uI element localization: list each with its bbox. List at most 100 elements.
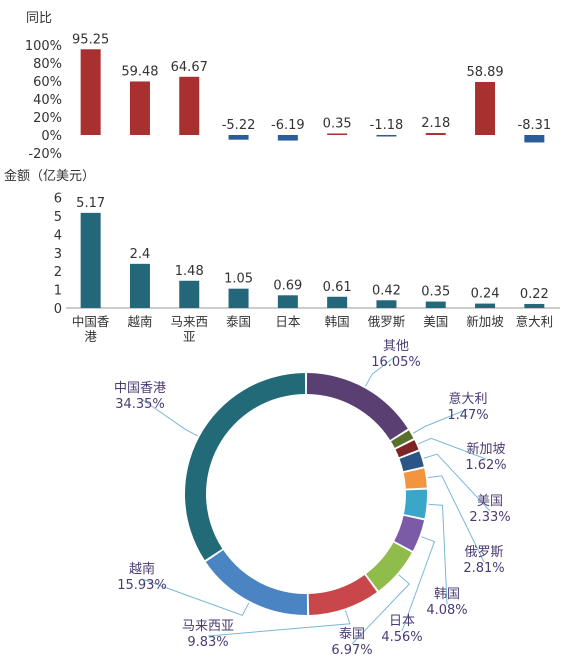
donut-percent-label: 6.97% <box>331 643 372 658</box>
category-tick-label: 越南 <box>127 314 152 329</box>
donut-leader-line <box>428 503 448 605</box>
amount-value-label: 0.24 <box>471 287 500 302</box>
donut-percent-label: 1.62% <box>465 458 506 473</box>
yoy-y-tick-label: 40% <box>33 93 62 108</box>
donut-leader-line <box>401 536 436 632</box>
donut-percent-label: 34.35% <box>115 397 165 412</box>
amount-chart: 金额（亿美元） 6 5 4 3 2 1 0 5.17 中国香港 2.4 越南 1.48 马来西亚 1.05 泰… <box>4 168 560 344</box>
amount-value-label: 0.35 <box>421 285 450 300</box>
amount-bar <box>179 280 200 308</box>
donut-percent-label: 15.93% <box>117 578 167 593</box>
yoy-value-label: 58.89 <box>466 65 503 80</box>
amount-y-tick-label: 3 <box>54 247 62 262</box>
donut-slice <box>399 451 424 472</box>
amount-y-tick-label: 6 <box>54 192 62 207</box>
donut-percent-label: 16.05% <box>371 355 421 370</box>
yoy-value-label: 0.35 <box>323 117 352 132</box>
yoy-value-label: -5.22 <box>222 118 256 133</box>
yoy-value-label: 59.48 <box>121 64 158 79</box>
yoy-y-tick-label: 60% <box>33 75 62 90</box>
donut-category-label: 意大利 <box>448 391 487 407</box>
donut-slice <box>391 430 414 448</box>
category-tick-label: 美国 <box>423 314 448 329</box>
amount-bar <box>376 300 397 308</box>
amount-value-label: 1.48 <box>175 264 204 279</box>
category-tick-label: 马来西 <box>170 314 208 329</box>
donut-slice <box>366 542 412 591</box>
amount-y-tick-label: 0 <box>54 302 62 317</box>
yoy-chart: 同比 100% 80% 60% 40% 20% 0% -20% 95.25 59.48 64.67 -… <box>25 11 551 162</box>
donut-category-label: 新加坡 <box>466 441 505 457</box>
donut-leader-line <box>207 610 351 637</box>
donut-slice <box>306 373 408 440</box>
amount-bar <box>80 212 101 308</box>
yoy-bar <box>475 81 496 135</box>
yoy-value-label: 64.67 <box>171 60 208 75</box>
amount-value-label: 2.4 <box>130 247 151 262</box>
donut-category-label: 其他 <box>383 339 409 354</box>
category-tick-label: 亚 <box>183 329 196 344</box>
yoy-y-tick-label: 80% <box>33 57 62 72</box>
donut-slice <box>205 550 308 615</box>
category-tick-label: 日本 <box>275 314 301 329</box>
category-tick-label: 泰国 <box>226 314 251 329</box>
donut-leader-line <box>139 397 198 437</box>
amount-bar <box>425 301 446 308</box>
yoy-bar <box>277 135 298 141</box>
donut-category-label: 美国 <box>477 494 503 509</box>
yoy-y-tick-label: 20% <box>33 111 62 126</box>
donut-percent-label: 2.33% <box>469 510 510 525</box>
yoy-y-tick-label: -20% <box>28 147 62 162</box>
donut-leader-line <box>423 453 491 512</box>
donut-percent-label: 9.83% <box>187 635 228 650</box>
amount-value-label: 5.17 <box>76 196 105 211</box>
category-tick-label: 韩国 <box>325 314 350 329</box>
donut-slice <box>395 440 419 458</box>
amount-bar <box>277 295 298 308</box>
category-tick-label: 意大利 <box>516 314 554 329</box>
donut-category-label: 越南 <box>129 561 155 577</box>
donut-category-label: 日本 <box>389 614 415 629</box>
yoy-bar <box>524 135 545 143</box>
donut-leader-line <box>364 355 397 387</box>
donut-leader-line <box>427 475 485 563</box>
amount-bar <box>475 303 496 308</box>
amount-bar <box>228 288 249 308</box>
amount-value-label: 1.05 <box>224 272 253 287</box>
donut-percent-label: 4.56% <box>381 630 422 645</box>
amount-value-label: 0.42 <box>372 283 401 298</box>
amount-y-tick-label: 2 <box>54 265 62 280</box>
category-tick-label: 俄罗斯 <box>368 314 406 329</box>
donut-slice <box>403 468 427 489</box>
donut-percent-label: 4.08% <box>426 603 467 618</box>
yoy-bar <box>425 133 446 135</box>
donut-category-label: 中国香港 <box>114 381 166 396</box>
yoy-y-tick-label: 0% <box>41 129 62 144</box>
amount-y-tick-label: 1 <box>54 284 62 299</box>
donut-category-label: 俄罗斯 <box>464 545 503 560</box>
yoy-bar <box>376 135 397 137</box>
yoy-value-label: -1.18 <box>370 118 404 133</box>
amount-axis-title: 金额（亿美元） <box>4 168 95 184</box>
amount-bar <box>129 263 150 308</box>
yoy-bar <box>129 81 150 135</box>
donut-category-label: 韩国 <box>434 587 460 602</box>
amount-value-label: 0.61 <box>323 280 352 295</box>
yoy-value-label: 2.18 <box>421 116 450 131</box>
amount-y-tick-label: 5 <box>54 210 62 225</box>
yoy-value-label: -6.19 <box>271 118 305 133</box>
donut-slice <box>394 515 425 551</box>
donut-leader-line <box>141 578 250 616</box>
donut-percent-label: 2.81% <box>463 561 504 576</box>
yoy-bar <box>228 135 249 140</box>
donut-leader-line <box>418 437 487 460</box>
donut-slice <box>185 373 306 561</box>
donut-category-label: 马来西亚 <box>182 619 234 634</box>
category-tick-label: 港 <box>84 329 97 344</box>
donut-percent-label: 1.47% <box>447 408 488 423</box>
yoy-axis-title: 同比 <box>26 11 52 26</box>
yoy-y-tick-label: 100% <box>25 39 62 54</box>
amount-bar <box>327 296 348 308</box>
